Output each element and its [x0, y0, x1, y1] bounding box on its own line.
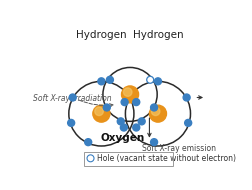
Text: Hole (vacant state without electron): Hole (vacant state without electron)	[96, 154, 235, 163]
Circle shape	[106, 76, 113, 83]
Circle shape	[117, 118, 124, 125]
Circle shape	[69, 94, 76, 101]
Circle shape	[87, 155, 94, 162]
Text: Soft X-ray emission: Soft X-ray emission	[142, 144, 216, 154]
Text: Soft X-ray irradiation: Soft X-ray irradiation	[33, 94, 111, 103]
Circle shape	[138, 118, 145, 125]
Circle shape	[150, 104, 157, 111]
Circle shape	[98, 78, 104, 85]
Circle shape	[92, 105, 109, 122]
Text: Hydrogen: Hydrogen	[76, 31, 126, 40]
Circle shape	[67, 120, 74, 126]
Circle shape	[184, 120, 191, 126]
Circle shape	[132, 99, 139, 106]
Circle shape	[121, 99, 128, 106]
Circle shape	[123, 88, 132, 96]
Circle shape	[94, 107, 103, 116]
Circle shape	[154, 78, 161, 85]
Circle shape	[150, 139, 157, 146]
Text: Hydrogen: Hydrogen	[132, 31, 182, 40]
Circle shape	[132, 124, 139, 131]
Circle shape	[182, 94, 189, 101]
Circle shape	[84, 139, 91, 146]
Circle shape	[103, 104, 110, 111]
Circle shape	[120, 124, 127, 131]
Circle shape	[151, 107, 159, 116]
Circle shape	[121, 86, 138, 103]
Text: Oxygen: Oxygen	[101, 133, 145, 143]
Circle shape	[146, 76, 153, 83]
Circle shape	[149, 105, 166, 122]
